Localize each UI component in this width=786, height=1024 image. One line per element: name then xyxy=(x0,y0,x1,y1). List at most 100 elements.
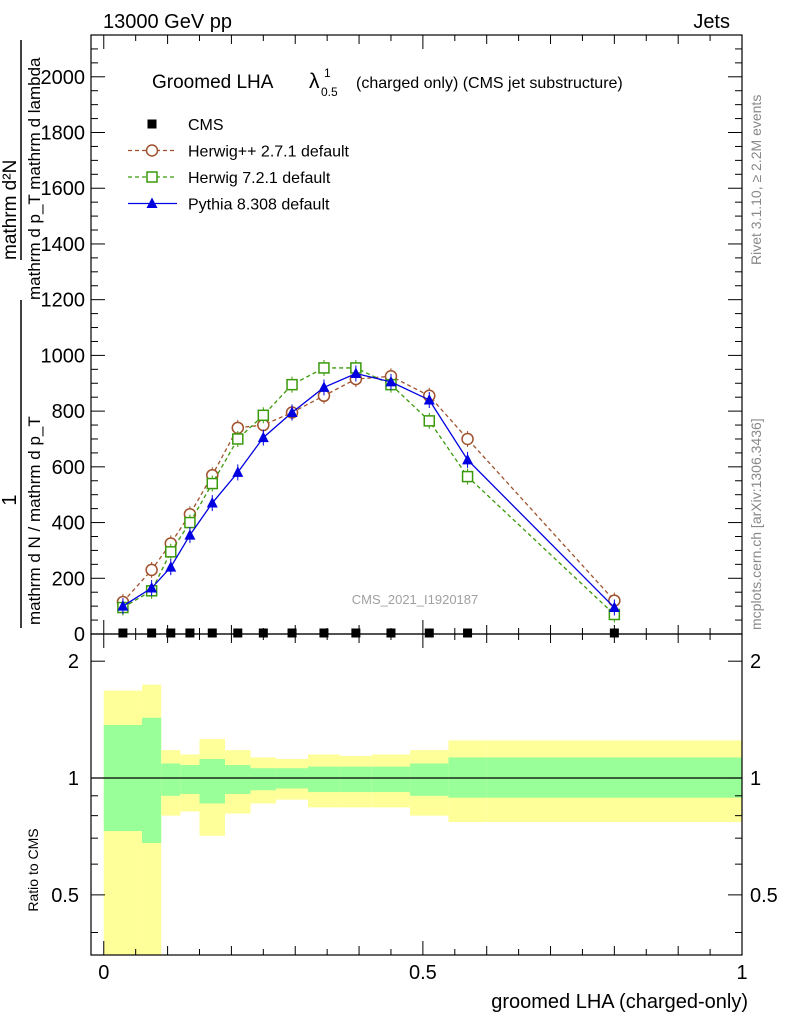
data-point xyxy=(609,628,619,638)
top-y-tick-label: 1800 xyxy=(41,123,86,145)
data-point xyxy=(287,628,297,638)
data-point xyxy=(232,466,244,477)
x-tick-label: 0.5 xyxy=(409,962,437,984)
ratio-band-inner xyxy=(410,763,449,796)
analysis-watermark: CMS_2021_I1920187 xyxy=(352,592,479,607)
data-point xyxy=(385,375,397,387)
legend-marker xyxy=(146,197,158,208)
data-point xyxy=(286,378,298,391)
ratio-band-inner xyxy=(142,717,162,844)
top-y-tick-label: 1400 xyxy=(41,234,86,256)
legend-label: Herwig 7.2.1 default xyxy=(188,170,331,187)
data-point xyxy=(350,367,362,379)
ratio-y-tick-label: 1 xyxy=(68,768,79,790)
title-lambda: λ xyxy=(309,70,320,93)
ratio-y-tick-label-right: 1 xyxy=(750,768,761,790)
ratio-y-tick-label: 0.5 xyxy=(51,885,79,907)
data-point xyxy=(423,415,436,427)
ratio-band-inner xyxy=(199,758,226,804)
ratio-band-inner xyxy=(339,766,372,793)
data-point xyxy=(462,453,474,465)
data-point xyxy=(463,628,473,638)
header-jets: Jets xyxy=(693,11,730,33)
ratio-frame xyxy=(90,633,743,956)
data-point xyxy=(258,628,268,638)
ratio-band-inner xyxy=(308,766,340,793)
x-tick-label: 0 xyxy=(98,962,109,984)
data-point xyxy=(185,628,195,638)
axes: 0 200 400 600 800 1000 1200 1400 1600 1800 2000 0 0.… xyxy=(41,34,778,984)
data-point xyxy=(424,628,434,638)
data-point xyxy=(318,381,330,392)
ratio-band-inner xyxy=(371,766,411,793)
data-point xyxy=(147,628,157,638)
title-superscript: 1 xyxy=(324,66,331,80)
legend-marker xyxy=(145,144,159,157)
data-point xyxy=(286,406,298,418)
data-point xyxy=(319,628,329,638)
data-point xyxy=(257,431,269,443)
data-point xyxy=(461,432,474,446)
data-point xyxy=(206,477,219,490)
data-point xyxy=(184,529,196,540)
data-point xyxy=(165,546,177,558)
data-point xyxy=(206,497,218,508)
series-line-1 xyxy=(122,375,615,603)
series-line-3 xyxy=(122,372,615,608)
legend-label: CMS xyxy=(188,117,224,134)
rivet-label: Rivet 3.1.10, ≥ 2.2M events xyxy=(748,95,764,265)
ylabel-one: 1 xyxy=(0,494,21,505)
top-y-tick-label: 1600 xyxy=(41,178,86,200)
data-point xyxy=(423,393,435,405)
data-point xyxy=(184,516,196,529)
data-point xyxy=(145,563,158,577)
top-y-tick-label: 1200 xyxy=(41,290,86,312)
data-point xyxy=(207,628,217,638)
data-point xyxy=(118,628,128,638)
data-point xyxy=(386,628,396,638)
x-axis-label: groomed LHA (charged-only) xyxy=(491,991,748,1013)
legend: CMS Herwig++ 2.7.1 default Herwig 7.2.1 de… xyxy=(128,117,350,214)
legend-marker xyxy=(147,119,157,129)
ratio-y-tick-label-right: 2 xyxy=(750,651,761,673)
data-point xyxy=(117,600,129,611)
ratio-band-inner xyxy=(250,768,277,791)
data-point xyxy=(233,628,243,638)
legend-marker xyxy=(146,171,158,183)
title-rest: (charged only) (CMS jet substructure) xyxy=(356,75,623,92)
ratio-y-axis-label: Ratio to CMS xyxy=(25,828,41,911)
data-point xyxy=(232,433,244,445)
data-point xyxy=(608,601,620,613)
ratio-y-tick-label-right: 0.5 xyxy=(750,885,778,907)
series-line-2 xyxy=(122,367,615,615)
ratio-band-inner xyxy=(161,763,181,796)
top-y-tick-label: 200 xyxy=(52,568,85,590)
top-y-tick-label: 1000 xyxy=(41,345,86,367)
ylabel-denominator2: mathrm d p_T mathrm d lambda xyxy=(25,57,44,300)
mcplots-label: mcplots.cern.ch [arXiv:1306.3436] xyxy=(748,418,764,630)
data-point xyxy=(165,561,177,572)
data-series xyxy=(116,359,621,638)
title-main: Groomed LHA xyxy=(152,72,274,93)
ylabel-numerator: mathrm d²N xyxy=(0,160,21,260)
legend-label: Herwig++ 2.7.1 default xyxy=(188,144,350,161)
title-subscript: 0.5 xyxy=(321,85,338,99)
ylabel-denominator: mathrm d N / mathrm d p_T xyxy=(25,416,44,625)
ratio-uncertainty-bands xyxy=(91,684,742,955)
top-y-axis-label: 1 mathrm d N / mathrm d p_T mathrm d²N m… xyxy=(0,40,44,628)
top-y-tick-label: 2000 xyxy=(41,67,86,89)
data-point xyxy=(351,628,361,638)
top-y-tick-label: 400 xyxy=(52,513,85,535)
ratio-band-inner xyxy=(180,765,200,794)
top-y-tick-label: 600 xyxy=(52,457,85,479)
data-point xyxy=(318,362,330,374)
x-tick-label: 1 xyxy=(736,962,747,984)
data-point xyxy=(166,628,176,638)
plot-title: Groomed LHA λ 1 0.5 (charged only) (CMS … xyxy=(152,66,623,99)
header-energy: 13000 GeV pp xyxy=(103,11,232,33)
data-point xyxy=(257,409,270,422)
data-point xyxy=(461,470,474,483)
legend-label: Pythia 8.308 default xyxy=(188,197,330,214)
top-y-tick-label: 0 xyxy=(74,624,85,646)
